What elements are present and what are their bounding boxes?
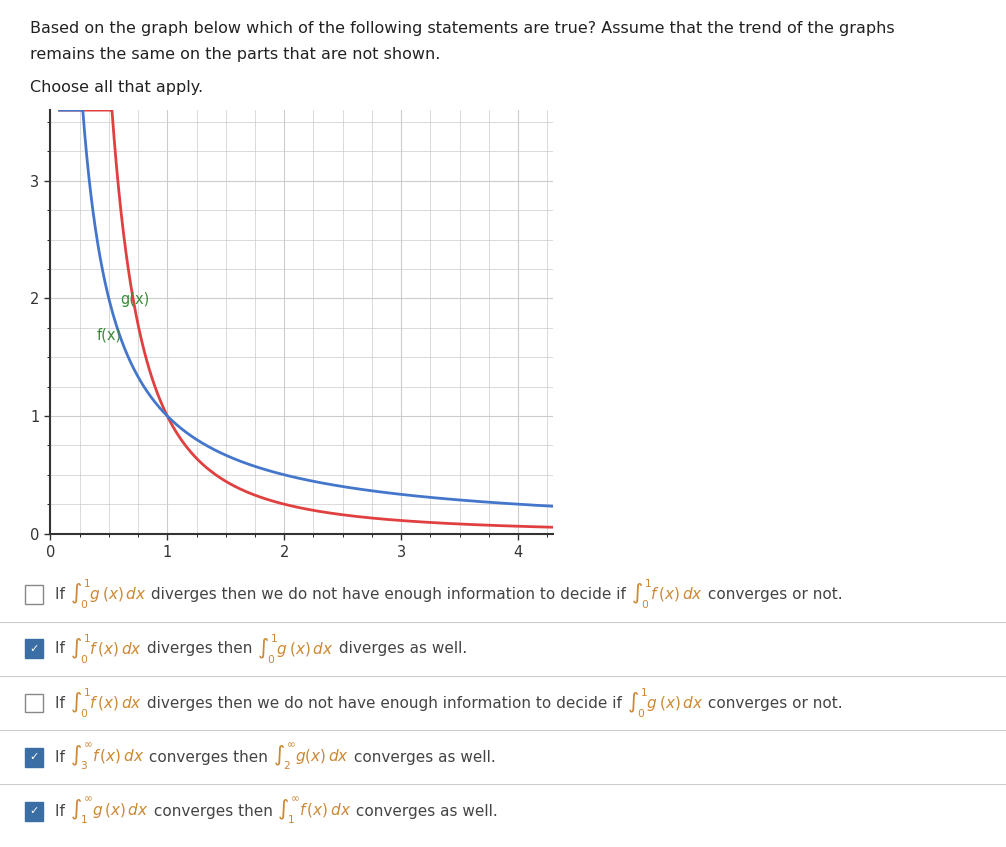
Text: Based on the graph below which of the following statements are true? Assume that: Based on the graph below which of the fo… bbox=[30, 21, 894, 36]
Text: diverges then we do not have enough information to decide if: diverges then we do not have enough info… bbox=[142, 695, 627, 711]
FancyBboxPatch shape bbox=[25, 802, 43, 821]
Text: converges then: converges then bbox=[144, 750, 273, 765]
Text: Choose all that apply.: Choose all that apply. bbox=[30, 80, 203, 96]
Text: converges as well.: converges as well. bbox=[351, 804, 498, 819]
Text: diverges as well.: diverges as well. bbox=[334, 641, 467, 656]
Text: diverges then we do not have enough information to decide if: diverges then we do not have enough info… bbox=[147, 587, 631, 602]
Text: $\int_3^{\infty} f\,(x)\,dx$: $\int_3^{\infty} f\,(x)\,dx$ bbox=[70, 741, 144, 773]
Text: $\int_0^1 g\,(x)\,dx$: $\int_0^1 g\,(x)\,dx$ bbox=[627, 686, 703, 720]
FancyBboxPatch shape bbox=[25, 694, 43, 712]
Text: $\int_0^1 g\,(x)\,dx$: $\int_0^1 g\,(x)\,dx$ bbox=[70, 578, 147, 612]
Text: If: If bbox=[55, 641, 70, 656]
Text: converges or not.: converges or not. bbox=[703, 695, 843, 711]
Text: $\int_0^1 f\,(x)\,dx$: $\int_0^1 f\,(x)\,dx$ bbox=[70, 686, 142, 720]
Text: If: If bbox=[55, 587, 70, 602]
Text: f(x): f(x) bbox=[98, 328, 122, 342]
Text: remains the same on the parts that are not shown.: remains the same on the parts that are n… bbox=[30, 47, 441, 62]
Text: If: If bbox=[55, 750, 70, 765]
Text: converges as well.: converges as well. bbox=[349, 750, 496, 765]
Text: $\int_2^{\infty} g(x)\,dx$: $\int_2^{\infty} g(x)\,dx$ bbox=[273, 741, 349, 773]
Text: ✓: ✓ bbox=[29, 806, 39, 817]
FancyBboxPatch shape bbox=[25, 639, 43, 658]
Text: g(x): g(x) bbox=[121, 292, 150, 307]
Text: $\int_1^{\infty} f\,(x)\,dx$: $\int_1^{\infty} f\,(x)\,dx$ bbox=[278, 795, 351, 828]
FancyBboxPatch shape bbox=[25, 748, 43, 767]
Text: ✓: ✓ bbox=[29, 644, 39, 654]
Text: diverges then: diverges then bbox=[142, 641, 258, 656]
FancyBboxPatch shape bbox=[25, 585, 43, 604]
Text: $\int_1^{\infty} g\,(x)\,dx$: $\int_1^{\infty} g\,(x)\,dx$ bbox=[70, 795, 149, 828]
Text: If: If bbox=[55, 695, 70, 711]
Text: $\int_0^1 f\,(x)\,dx$: $\int_0^1 f\,(x)\,dx$ bbox=[70, 632, 142, 666]
Text: converges then: converges then bbox=[149, 804, 278, 819]
Text: converges or not.: converges or not. bbox=[703, 587, 843, 602]
Text: If: If bbox=[55, 804, 70, 819]
Text: ✓: ✓ bbox=[29, 752, 39, 762]
Text: $\int_0^1 g\,(x)\,dx$: $\int_0^1 g\,(x)\,dx$ bbox=[258, 632, 334, 666]
Text: $\int_0^1 f\,(x)\,dx$: $\int_0^1 f\,(x)\,dx$ bbox=[631, 578, 703, 612]
